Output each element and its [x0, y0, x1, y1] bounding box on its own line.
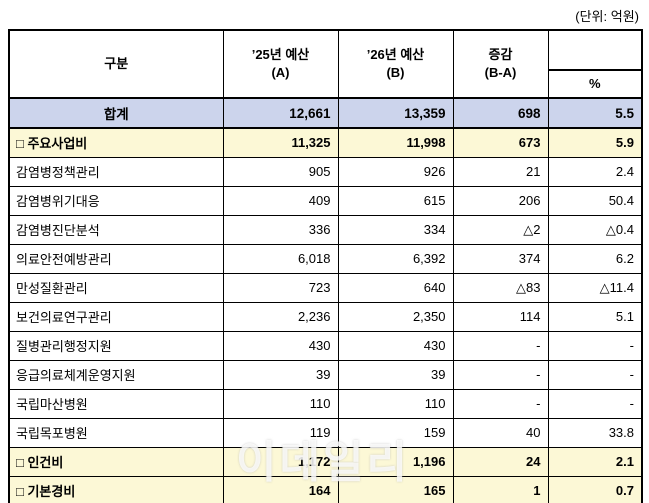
row-label: 합계 [8, 97, 224, 129]
cell-budget-2026: 615 [337, 185, 454, 216]
row-label: 감염병진단분석 [8, 214, 224, 245]
cell-diff: 374 [452, 243, 549, 274]
cell-budget-2025: 12,661 [222, 97, 339, 129]
header-percent: % [547, 69, 643, 99]
cell-budget-2025: 39 [222, 359, 339, 390]
table-row: 국립마산병원 110 110- - [8, 388, 643, 419]
cell-budget-2026: 110 [337, 388, 454, 419]
cell-diff: 21 [452, 156, 549, 187]
cell-diff: 24 [452, 446, 549, 477]
cell-budget-2026: 1,196 [337, 446, 454, 477]
cell-budget-2025: 6,018 [222, 243, 339, 274]
cell-budget-2025: 430 [222, 330, 339, 361]
table-row: □ 인건비 1,172 1,196 24 2.1 [8, 446, 643, 477]
cell-percent: 33.8 [547, 417, 643, 448]
cell-percent: 5.9 [547, 127, 643, 158]
table-row: 질병관리행정지원 430 430- - [8, 330, 643, 361]
cell-budget-2025: 1,172 [222, 446, 339, 477]
cell-diff: 114 [452, 301, 549, 332]
table-body: 합계 12,661 13,359 698 5.5 □ 주요사업비 11,325 11,998 6… [8, 97, 643, 503]
header-category-label: 구분 [104, 56, 129, 72]
cell-percent: 5.1 [547, 301, 643, 332]
cell-budget-2025: 409 [222, 185, 339, 216]
header-budget-2025: ’25년 예산 (A) [222, 29, 339, 99]
row-label: 국립마산병원 [8, 388, 224, 419]
cell-budget-2025: 723 [222, 272, 339, 303]
cell-budget-2026: 926 [337, 156, 454, 187]
cell-budget-2025: 110 [222, 388, 339, 419]
row-label: 응급의료체계운영지원 [8, 359, 224, 390]
cell-diff: 40 [452, 417, 549, 448]
table-row: 감염병진단분석 336 334 △2 △0.4 [8, 214, 643, 245]
cell-percent: 2.1 [547, 446, 643, 477]
cell-percent: 50.4 [547, 185, 643, 216]
cell-percent: - [547, 359, 643, 390]
header-diff: 증감 (B-A) [452, 29, 549, 99]
row-label: 감염병위기대응 [8, 185, 224, 216]
table-row: 국립목포병원 119 159 40 33.8 [8, 417, 643, 448]
table-row: □ 기본경비 164 165 1 0.7 [8, 475, 643, 503]
cell-budget-2026: 165 [337, 475, 454, 503]
cell-budget-2025: 11,325 [222, 127, 339, 158]
cell-percent: △0.4 [547, 214, 643, 245]
cell-budget-2025: 164 [222, 475, 339, 503]
row-label: 의료안전예방관리 [8, 243, 224, 274]
table-row: 보건의료연구관리 2,236 2,350 114 5.1 [8, 301, 643, 332]
cell-diff: 206 [452, 185, 549, 216]
cell-budget-2026: 2,350 [337, 301, 454, 332]
cell-percent: 0.7 [547, 475, 643, 503]
cell-budget-2026: 334 [337, 214, 454, 245]
row-label: □ 기본경비 [8, 475, 224, 503]
table-row: 응급의료체계운영지원 39 39- - [8, 359, 643, 390]
row-label: 질병관리행정지원 [8, 330, 224, 361]
cell-budget-2025: 905 [222, 156, 339, 187]
table-row: 감염병정책관리 905 926 21 2.4 [8, 156, 643, 187]
cell-budget-2026: 640 [337, 272, 454, 303]
row-label: 보건의료연구관리 [8, 301, 224, 332]
table-header: 구분 ’25년 예산 (A) ’26년 예산 (B) 증감 (B-A) % [8, 29, 643, 99]
cell-budget-2025: 336 [222, 214, 339, 245]
cell-percent: 5.5 [547, 97, 643, 129]
cell-diff: - [452, 330, 549, 361]
unit-label: (단위: 억원) [575, 9, 639, 24]
cell-diff: - [452, 359, 549, 390]
cell-percent: △11.4 [547, 272, 643, 303]
header-category: 구분 [8, 29, 224, 99]
cell-diff: △2 [452, 214, 549, 245]
cell-diff: △83 [452, 272, 549, 303]
cell-percent: 2.4 [547, 156, 643, 187]
cell-budget-2026: 430 [337, 330, 454, 361]
table-row: 합계 12,661 13,359 698 5.5 [8, 97, 643, 129]
table-row: 만성질환관리 723 640 △83 △11.4 [8, 272, 643, 303]
cell-budget-2026: 11,998 [337, 127, 454, 158]
row-label: 만성질환관리 [8, 272, 224, 303]
header-percent-spacer [547, 29, 643, 71]
cell-diff: - [452, 388, 549, 419]
row-label: □ 인건비 [8, 446, 224, 477]
cell-diff: 698 [452, 97, 549, 129]
cell-diff: 1 [452, 475, 549, 503]
cell-budget-2026: 39 [337, 359, 454, 390]
cell-percent: - [547, 330, 643, 361]
row-label: 감염병정책관리 [8, 156, 224, 187]
cell-budget-2026: 6,392 [337, 243, 454, 274]
cell-budget-2026: 159 [337, 417, 454, 448]
table-row: 감염병위기대응 409 615 206 50.4 [8, 185, 643, 216]
cell-diff: 673 [452, 127, 549, 158]
table-row: 의료안전예방관리 6,018 6,392 374 6.2 [8, 243, 643, 274]
row-label: □ 주요사업비 [8, 127, 224, 158]
table-row: □ 주요사업비 11,325 11,998 673 5.9 [8, 127, 643, 158]
row-label: 국립목포병원 [8, 417, 224, 448]
header-budget-2026: ’26년 예산 (B) [337, 29, 454, 99]
budget-table: 구분 ’25년 예산 (A) ’26년 예산 (B) 증감 (B-A) % 합계… [8, 29, 643, 503]
cell-percent: 6.2 [547, 243, 643, 274]
cell-budget-2025: 119 [222, 417, 339, 448]
cell-percent: - [547, 388, 643, 419]
cell-budget-2025: 2,236 [222, 301, 339, 332]
cell-budget-2026: 13,359 [337, 97, 454, 129]
